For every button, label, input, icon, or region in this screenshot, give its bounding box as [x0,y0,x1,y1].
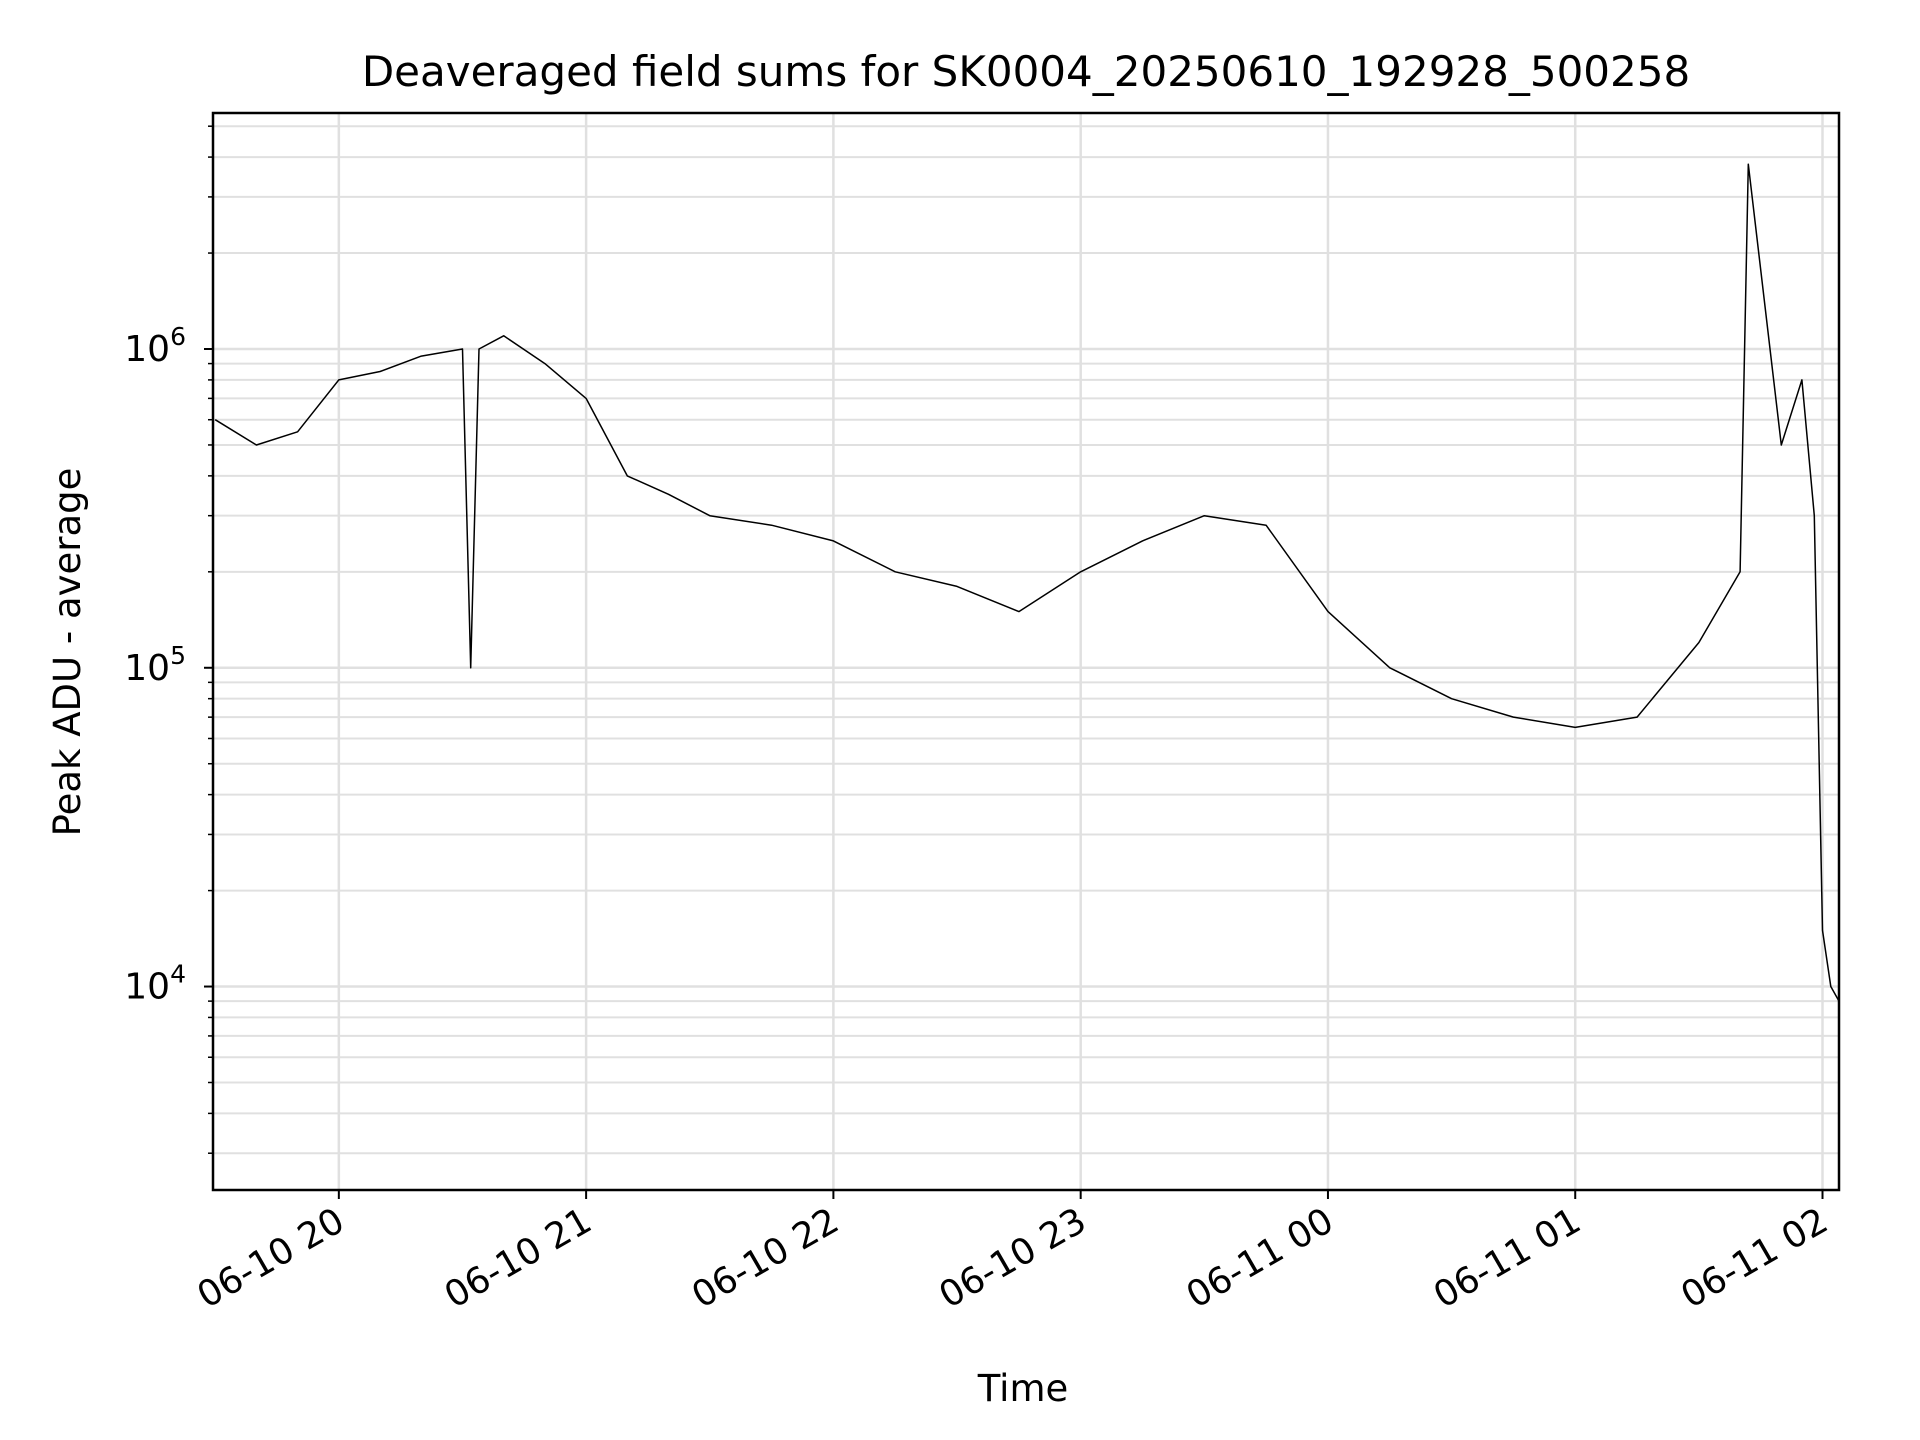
y-tick-label: 106 [124,322,186,370]
series-line [214,163,1840,1002]
series-layer [214,163,1840,1002]
x-axis-label: Time [977,1367,1069,1410]
tick-marks [204,125,1824,1199]
y-axis-label: Peak ADU - average [46,468,89,837]
chart-title: Deaveraged field sums for SK0004_2025061… [362,47,1690,96]
y-tick-label: 104 [124,960,186,1008]
plot-frame [211,111,1841,1192]
y-tick-label: 105 [124,641,186,689]
grid-lines [213,113,1839,1190]
